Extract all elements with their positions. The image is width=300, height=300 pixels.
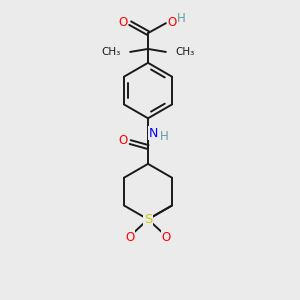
Text: H: H [160, 130, 168, 142]
Text: CH₃: CH₃ [176, 47, 195, 57]
Text: N: N [148, 127, 158, 140]
Text: S: S [144, 213, 152, 226]
Text: O: O [126, 231, 135, 244]
Text: O: O [161, 231, 170, 244]
Text: O: O [167, 16, 176, 29]
Text: O: O [118, 134, 128, 147]
Text: O: O [118, 16, 128, 29]
Text: CH₃: CH₃ [101, 47, 120, 57]
Text: H: H [177, 12, 186, 25]
